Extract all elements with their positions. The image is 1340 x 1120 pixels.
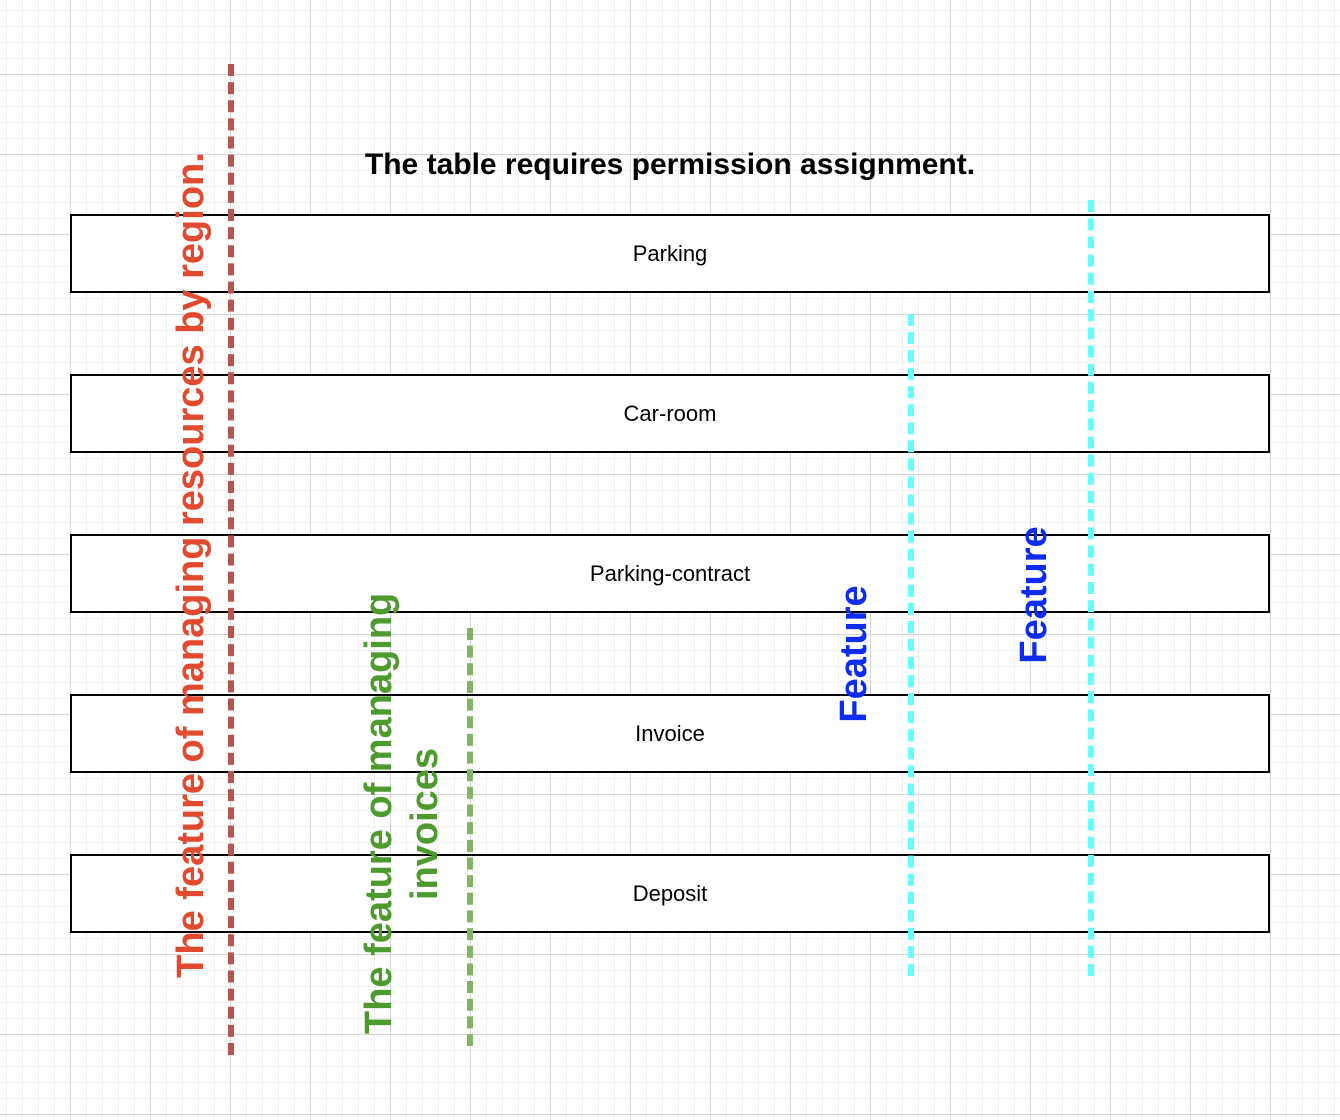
invoice-feature-line[interactable] [467,628,473,1046]
feature-a-line[interactable] [908,314,914,976]
diagram-title: The table requires permission assignment… [364,148,976,181]
feature-b-line[interactable] [1088,200,1094,976]
table-box-car-room[interactable]: Car-room [70,374,1270,453]
table-box-deposit[interactable]: Deposit [70,854,1270,933]
region-feature-label: The feature of managing resources by reg… [170,152,212,978]
table-box-invoice[interactable]: Invoice [70,694,1270,773]
region-feature-line[interactable] [228,64,234,1055]
invoice-feature-label: The feature of managing invoices [356,592,448,1034]
invoice-feature-label-line1: The feature of managing [358,592,400,1034]
feature-b-label: Feature [1013,526,1055,664]
feature-a-label: Feature [833,585,875,723]
invoice-feature-label-line2: invoices [404,747,446,901]
table-box-parking[interactable]: Parking [70,214,1270,293]
table-box-parking-contract[interactable]: Parking-contract [70,534,1270,613]
